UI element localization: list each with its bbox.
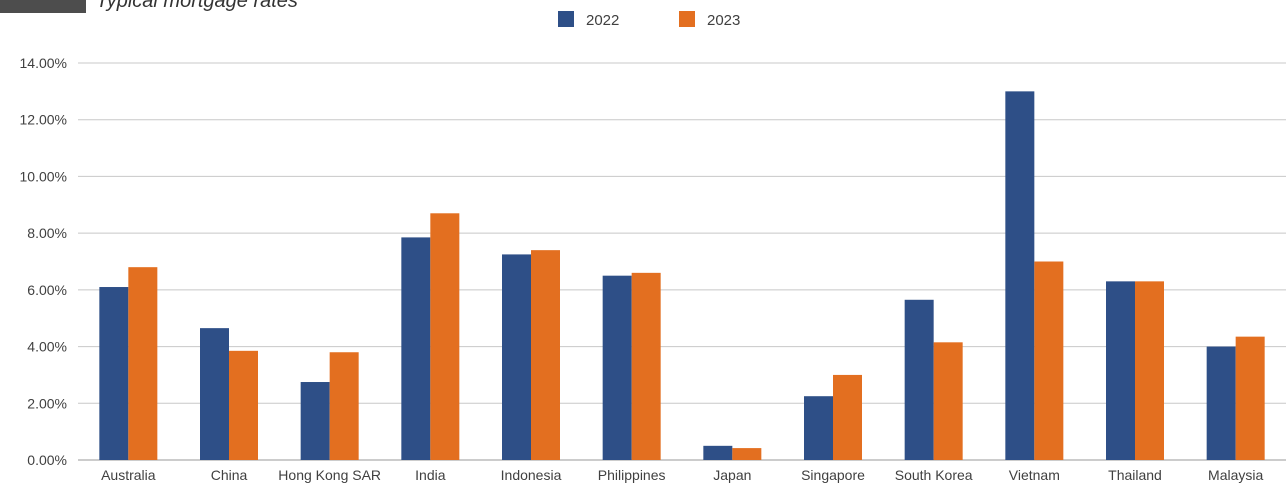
bar-2022-hong-kong-sar	[300, 382, 330, 460]
x-tick-label: Australia	[101, 467, 156, 483]
chart-title: Typical mortgage rates	[96, 0, 298, 12]
x-tick-label: India	[415, 467, 446, 483]
bar-2023-philippines	[631, 272, 661, 460]
bar-2022-philippines	[602, 275, 632, 460]
bar-2022-indonesia	[502, 254, 531, 460]
bar-2023-malaysia	[1235, 336, 1265, 460]
x-tick-label: Thailand	[1108, 467, 1162, 483]
x-tick-label: Singapore	[801, 467, 865, 483]
bar-2022-singapore	[804, 396, 833, 460]
x-tick-label: South Korea	[895, 467, 973, 483]
y-tick-label: 12.00%	[20, 112, 67, 128]
bar-2022-india	[401, 237, 431, 460]
x-tick-label: China	[211, 467, 248, 483]
bar-2022-vietnam	[1005, 91, 1035, 460]
bar-2022-malaysia	[1206, 346, 1236, 460]
x-tick-label: Hong Kong SAR	[278, 467, 381, 483]
x-tick-label: Malaysia	[1208, 467, 1263, 483]
bar-2023-hong-kong-sar	[329, 352, 359, 460]
bar-2023-vietnam	[1034, 261, 1064, 460]
title-accent-bar	[0, 0, 86, 13]
y-tick-label: 2.00%	[27, 395, 67, 411]
y-tick-label: 4.00%	[27, 339, 67, 355]
legend-label: 2023	[707, 12, 740, 29]
bar-2023-australia	[128, 267, 158, 460]
bar-2023-china	[229, 350, 258, 460]
legend-label: 2022	[586, 12, 619, 29]
bar-2023-indonesia	[531, 250, 560, 460]
bar-2022-thailand	[1106, 281, 1135, 460]
y-tick-label: 0.00%	[27, 452, 67, 468]
bar-2022-south-korea	[904, 299, 934, 460]
bar-2023-india	[430, 213, 460, 460]
bar-2022-china	[200, 328, 229, 460]
x-tick-label: Vietnam	[1009, 467, 1060, 483]
bar-2023-south-korea	[933, 342, 963, 460]
bar-2023-singapore	[833, 374, 862, 460]
y-tick-label: 14.00%	[20, 55, 67, 71]
y-tick-label: 8.00%	[27, 225, 67, 241]
bar-2023-japan	[732, 448, 762, 460]
bar-2022-australia	[99, 287, 129, 460]
legend-swatch-2022	[558, 11, 574, 27]
x-tick-label: Indonesia	[501, 467, 562, 483]
x-tick-label: Philippines	[598, 467, 666, 483]
y-tick-label: 10.00%	[20, 168, 67, 184]
bar-2023-thailand	[1135, 281, 1164, 460]
y-tick-label: 6.00%	[27, 282, 67, 298]
legend-swatch-2023	[679, 11, 695, 27]
x-tick-label: Japan	[713, 467, 751, 483]
bar-2022-japan	[703, 445, 733, 460]
